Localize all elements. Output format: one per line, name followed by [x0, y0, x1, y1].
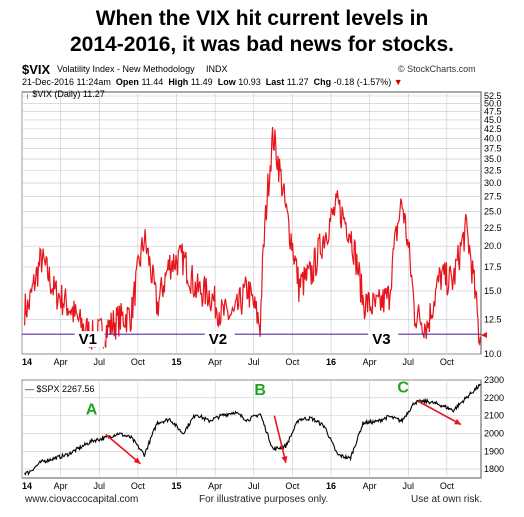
vix-x-tick-label: Apr	[363, 357, 377, 367]
high-label: High	[168, 77, 189, 87]
headline-line-2: 2014-2016, it was bad news for stocks.	[69, 33, 454, 56]
v-label-backdrop	[204, 331, 235, 348]
vix-y-tick-label: 47.5	[484, 107, 502, 117]
vix-y-tick-label: 30.0	[484, 178, 502, 188]
vix-legend: ╷ $VIX (Daily) 11.27	[25, 89, 105, 99]
vix-y-tick-label: 50.0	[484, 99, 502, 109]
vix-x-tick-label: Jul	[93, 357, 105, 367]
last-label: Last	[265, 77, 285, 87]
vix-y-tick-label: 12.5	[484, 314, 502, 324]
vix-y-tick-label: 37.5	[484, 143, 502, 153]
vix-last-value-marker	[481, 331, 487, 338]
vix-y-tick-label: 22.5	[484, 223, 502, 233]
low-label: Low	[217, 77, 236, 87]
vix-y-tick-label: 10.0	[484, 349, 502, 359]
vix-x-tick-label: Apr	[54, 357, 68, 367]
open-label: Open	[115, 77, 139, 87]
chg-label: Chg	[313, 77, 332, 87]
high-value: 11.49	[190, 77, 213, 87]
vix-y-tick-label: 35.0	[484, 154, 502, 164]
spx-x-tick-label: Jul	[248, 481, 260, 491]
spx-y-tick-label: 2300	[484, 375, 504, 385]
spx-legend-text: $SPX 2267.56	[36, 384, 95, 394]
vix-x-tick-label: Apr	[208, 357, 222, 367]
v-label: V1	[79, 331, 97, 348]
footer-website: www.ciovaccocapital.com	[25, 494, 139, 505]
spx-y-tick-label: 2000	[484, 428, 504, 438]
spx-x-tick-label: 14	[22, 481, 32, 491]
spx-series-line	[24, 383, 481, 476]
spx-x-tick-label: 15	[171, 481, 181, 491]
spx-x-tick-label: Oct	[131, 481, 146, 491]
peak-label: B	[254, 382, 266, 399]
spx-panel-frame	[21, 379, 482, 479]
decline-arrow-line	[418, 400, 462, 426]
footer-disclaimer: For illustrative purposes only.	[199, 494, 329, 505]
vix-x-tick-label: 16	[326, 357, 336, 367]
vix-y-tick-label: 40.0	[484, 133, 502, 143]
vix-x-tick-label: 14	[22, 357, 32, 367]
vix-panel-frame	[21, 91, 482, 355]
decline-arrow-head	[133, 457, 141, 464]
spx-legend-swatch-icon: —	[25, 384, 34, 394]
vix-legend-text: $VIX (Daily) 11.27	[32, 89, 105, 99]
last-value: 11.27	[286, 77, 309, 87]
decline-arrow-head	[281, 456, 288, 463]
spx-x-tick-label: Apr	[208, 481, 222, 491]
spx-x-tick-label: Oct	[440, 481, 455, 491]
footer-risk: Use at own risk.	[411, 494, 483, 505]
chg-value: -0.18 (-1.57%)	[333, 77, 392, 87]
vix-y-tick-label: 15.0	[484, 286, 502, 296]
v-label-backdrop	[74, 331, 105, 348]
spx-x-tick-label: Jul	[402, 481, 414, 491]
quote-date: 21-Dec-2016 11:24am	[22, 77, 111, 87]
vix-x-tick-label: Oct	[285, 357, 300, 367]
vix-y-tick-label: 42.5	[484, 124, 502, 134]
peak-label: A	[86, 402, 98, 419]
decline-arrow-line	[105, 433, 141, 465]
spx-legend: — $SPX 2267.56	[25, 384, 95, 394]
spx-x-tick-label: 16	[326, 481, 336, 491]
decline-arrow-line	[273, 415, 287, 464]
vix-y-tick-label: 27.5	[484, 192, 502, 202]
chart-symbol: $VIX	[22, 62, 51, 77]
vix-y-tick-label: 25.0	[484, 206, 502, 216]
stockcharts-brand: © StockCharts.com	[398, 64, 476, 74]
v-label-backdrop	[368, 331, 399, 348]
spx-y-tick-label: 2200	[484, 393, 504, 403]
peak-label: C	[397, 379, 409, 396]
vix-x-tick-label: 15	[171, 357, 181, 367]
down-triangle-icon: ▼	[393, 77, 403, 87]
low-value: 10.93	[238, 77, 261, 87]
chart-name: Volatility Index - New Methodology	[57, 64, 195, 74]
v-label: V3	[372, 331, 390, 348]
vix-legend-swatch-icon: ╷	[25, 90, 30, 99]
vix-y-tick-label: 52.5	[484, 91, 502, 101]
v-label: V2	[209, 331, 227, 348]
headline: When the VIX hit current levels in 2014-…	[0, 6, 524, 58]
vix-y-tick-label: 45.0	[484, 115, 502, 125]
spx-y-tick-label: 1800	[484, 464, 504, 474]
spx-x-tick-label: Oct	[285, 481, 300, 491]
spx-x-tick-label: Apr	[54, 481, 68, 491]
spx-x-tick-label: Apr	[363, 481, 377, 491]
decline-arrow-head	[454, 418, 462, 425]
vix-y-tick-label: 20.0	[484, 241, 502, 251]
spx-x-tick-label: Jul	[93, 481, 105, 491]
vix-x-tick-label: Oct	[440, 357, 455, 367]
vix-x-tick-label: Jul	[248, 357, 260, 367]
spx-y-tick-label: 2100	[484, 411, 504, 421]
spx-y-tick-label: 1900	[484, 446, 504, 456]
chart-exchange: INDX	[206, 64, 228, 74]
vix-y-tick-label: 17.5	[484, 262, 502, 272]
open-value: 11.44	[141, 77, 164, 87]
quote-line: 21-Dec-2016 11:24am Open 11.44 High 11.4…	[22, 77, 403, 87]
vix-series-line	[24, 126, 481, 350]
headline-line-1: When the VIX hit current levels in	[95, 7, 429, 30]
vix-x-tick-label: Jul	[402, 357, 414, 367]
vix-x-tick-label: Oct	[131, 357, 146, 367]
vix-y-tick-label: 32.5	[484, 166, 502, 176]
